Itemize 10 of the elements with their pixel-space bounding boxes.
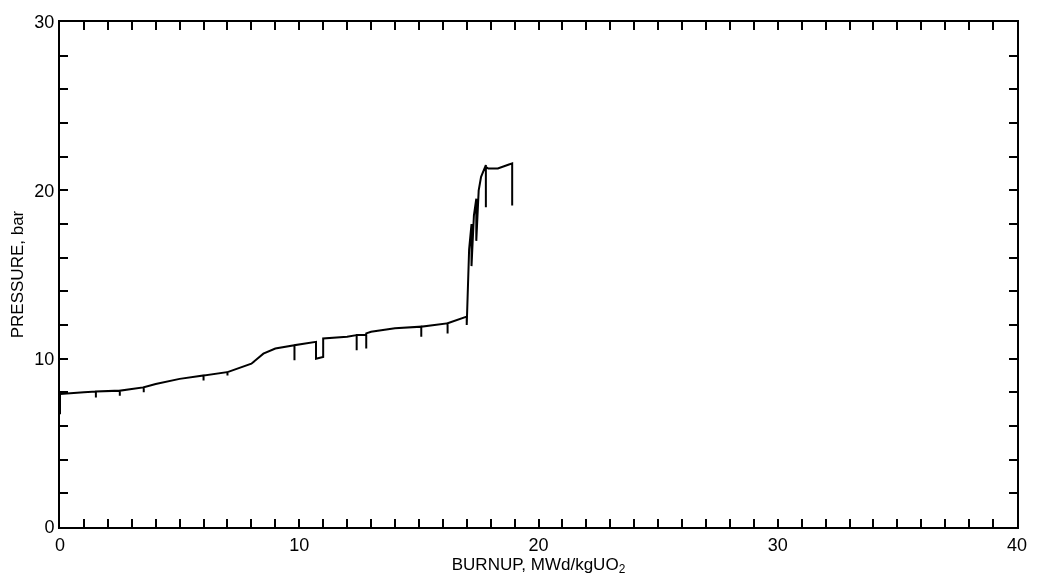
x-tick-label: 20 [528, 534, 549, 555]
y-tick-label: 0 [44, 517, 55, 538]
y-tick-label: 10 [34, 348, 55, 369]
x-tick-label: 40 [1006, 534, 1028, 555]
y-tick-label: 20 [34, 180, 55, 201]
x-tick-label: 30 [767, 534, 788, 555]
y-tick-label: 30 [34, 12, 55, 33]
x-axis-title: BURNUP, MWd/kgUO$_{2}$ [451, 554, 626, 577]
y-axis-title: PRESSURE, bar [8, 210, 28, 339]
x-tick-label: 10 [289, 534, 310, 555]
